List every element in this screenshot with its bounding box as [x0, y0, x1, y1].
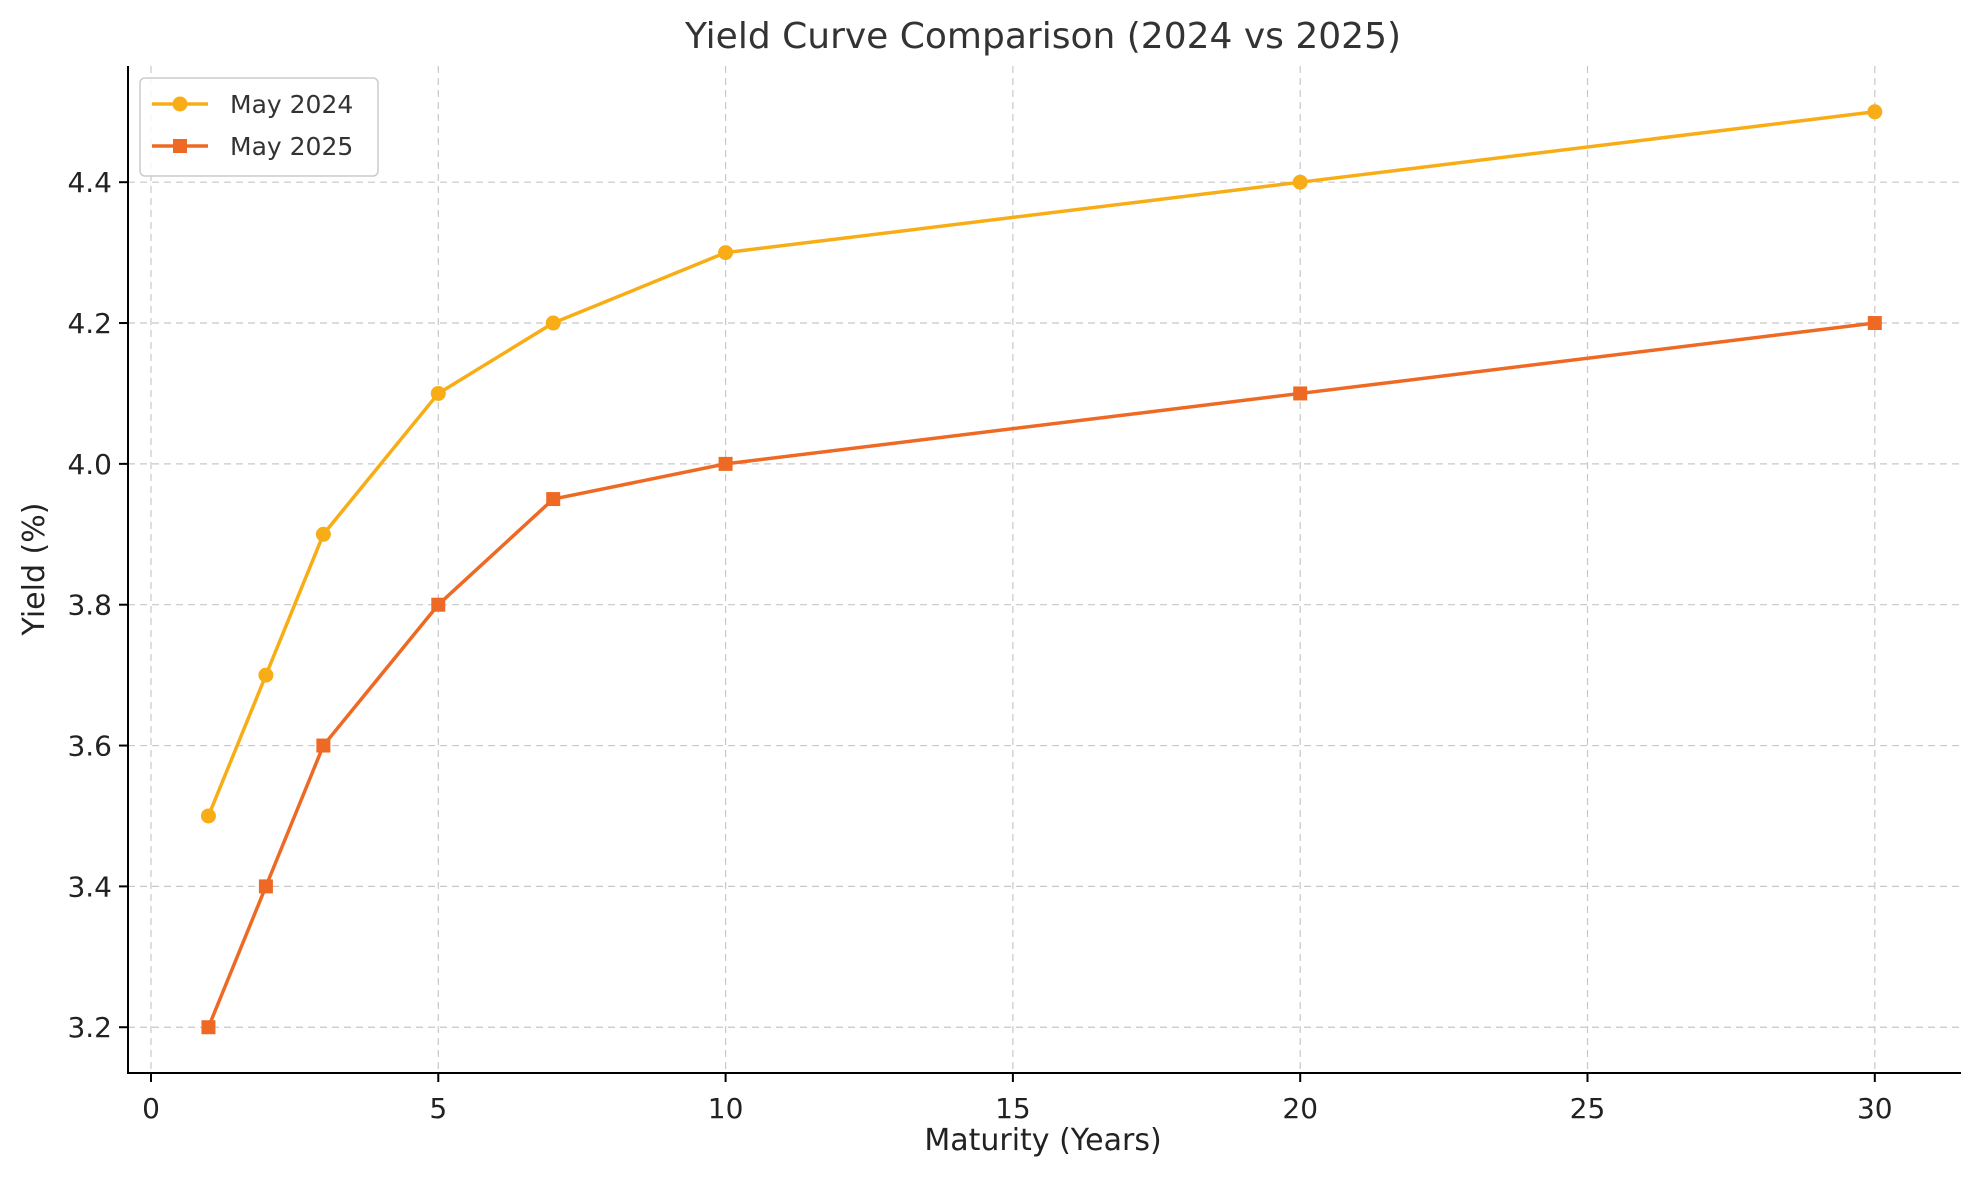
- data-point: [258, 879, 273, 894]
- data-point: [258, 667, 274, 683]
- data-point: [718, 456, 733, 471]
- data-point: [1867, 104, 1883, 120]
- x-tick-label: 25: [1570, 1092, 1606, 1125]
- data-point: [1867, 316, 1882, 331]
- series-1: [200, 104, 1883, 824]
- data-point: [430, 385, 446, 401]
- legend-item: May 2024: [152, 90, 353, 119]
- x-axis-ticks: 0 5 10 15 20 25 30: [142, 1073, 1893, 1125]
- y-tick-label: 4.0: [67, 448, 112, 481]
- series-line: [206, 110, 1876, 817]
- x-tick-label: 10: [708, 1092, 744, 1125]
- data-point: [315, 526, 331, 542]
- y-axis-label: Yield (%): [17, 503, 52, 637]
- y-tick-label: 3.6: [67, 730, 112, 763]
- x-tick-label: 30: [1857, 1092, 1893, 1125]
- legend-swatch-marker: [172, 96, 188, 112]
- x-tick-label: 15: [995, 1092, 1031, 1125]
- x-tick-label: 0: [142, 1092, 160, 1125]
- y-tick-label: 4.2: [67, 307, 112, 340]
- x-tick-label: 5: [429, 1092, 447, 1125]
- grid-lines: [128, 66, 1961, 1073]
- data-point: [200, 808, 216, 824]
- data-point: [431, 597, 446, 612]
- series-lines: [200, 104, 1883, 1035]
- data-point: [1293, 386, 1308, 401]
- data-point: [201, 1020, 216, 1035]
- x-axis-label: Maturity (Years): [924, 1123, 1161, 1158]
- y-tick-label: 3.4: [67, 870, 112, 903]
- data-point: [546, 492, 561, 507]
- y-tick-label: 3.8: [67, 589, 112, 622]
- data-point: [316, 738, 331, 753]
- chart-title: Yield Curve Comparison (2024 vs 2025): [684, 16, 1401, 57]
- x-tick-label: 20: [1282, 1092, 1318, 1125]
- y-tick-label: 4.4: [67, 166, 112, 199]
- data-point: [718, 245, 734, 261]
- legend-items: May 2024 May 2025: [152, 90, 353, 161]
- legend: May 2024 May 2025: [139, 77, 379, 177]
- series-2: [201, 316, 1882, 1035]
- y-tick-label: 3.2: [67, 1011, 112, 1044]
- data-point: [545, 315, 561, 331]
- y-axis-ticks: 3.2 3.4 3.6 3.8 4.0 4.2 4.4: [67, 166, 128, 1044]
- data-point: [1292, 174, 1308, 190]
- legend-item: May 2025: [152, 132, 353, 161]
- legend-swatch-marker: [173, 139, 187, 153]
- legend-label: May 2025: [230, 132, 353, 161]
- legend-label: May 2024: [230, 90, 353, 119]
- series-line: [206, 321, 1876, 1028]
